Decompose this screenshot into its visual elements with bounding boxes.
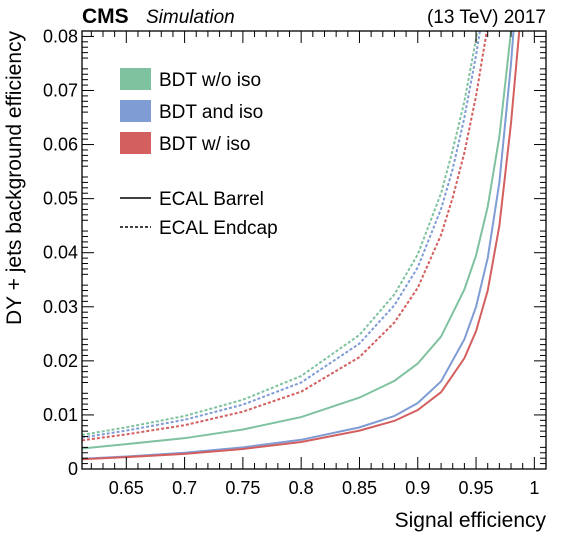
simulation-label: Simulation <box>146 7 235 28</box>
x-tick-label: 0.8 <box>289 478 314 498</box>
y-tick-label: 0.02 <box>43 351 78 371</box>
legend: BDT w/o iso BDT and iso BDT w/ iso ECAL Bar… <box>120 68 278 239</box>
x-tick-label: 0.65 <box>109 478 144 498</box>
y-tick-label: 0.08 <box>43 26 78 46</box>
curve-bdt-w-iso-ecal-barrel <box>82 31 521 461</box>
curve-bdt-w-o-iso-ecal-endcap <box>82 31 479 436</box>
curves-group <box>82 31 521 461</box>
x-tick-label: 0.9 <box>405 478 430 498</box>
curve-bdt-and-iso-ecal-endcap <box>82 31 481 439</box>
cms-label: CMS <box>82 5 129 28</box>
curve-bdt-w-o-iso-ecal-barrel <box>82 31 513 450</box>
y-tick-label: 0.07 <box>43 80 78 100</box>
legend-label: ECAL Barrel <box>159 189 264 210</box>
curve-bdt-w-iso-ecal-endcap <box>82 31 488 442</box>
x-tick-label: 0.75 <box>225 478 260 498</box>
x-tick-label: 1 <box>529 478 539 498</box>
y-tick-label: 0 <box>68 459 78 479</box>
plot-frame <box>81 30 547 470</box>
legend-swatch <box>120 100 151 122</box>
legend-swatch <box>120 68 151 90</box>
x-tick-label: 0.7 <box>172 478 197 498</box>
legend-label: BDT w/ iso <box>159 134 251 155</box>
y-tick-label: 0.01 <box>43 405 78 425</box>
y-tick-label: 0.06 <box>43 135 78 155</box>
x-tick-label: 0.85 <box>342 478 377 498</box>
y-axis-title: DY + jets background efficiency <box>3 31 26 325</box>
energy-year-label: (13 TeV) 2017 <box>427 7 546 28</box>
ticks-group <box>82 31 546 470</box>
tick-labels-group: 0.65 0.7 0.75 0.8 0.85 0.9 0.95 1 0 0.01 0.02 0.03 0… <box>43 26 539 498</box>
legend-label: BDT w/o iso <box>159 70 261 91</box>
y-tick-label: 0.05 <box>43 189 78 209</box>
legend-label: ECAL Endcap <box>159 218 278 239</box>
curve-bdt-and-iso-ecal-barrel <box>82 31 515 460</box>
legend-swatch <box>120 132 151 154</box>
y-tick-label: 0.03 <box>43 297 78 317</box>
legend-label: BDT and iso <box>159 102 263 123</box>
x-axis-title: Signal efficiency <box>395 509 547 532</box>
x-tick-label: 0.95 <box>459 478 494 498</box>
y-tick-label: 0.04 <box>43 243 78 263</box>
